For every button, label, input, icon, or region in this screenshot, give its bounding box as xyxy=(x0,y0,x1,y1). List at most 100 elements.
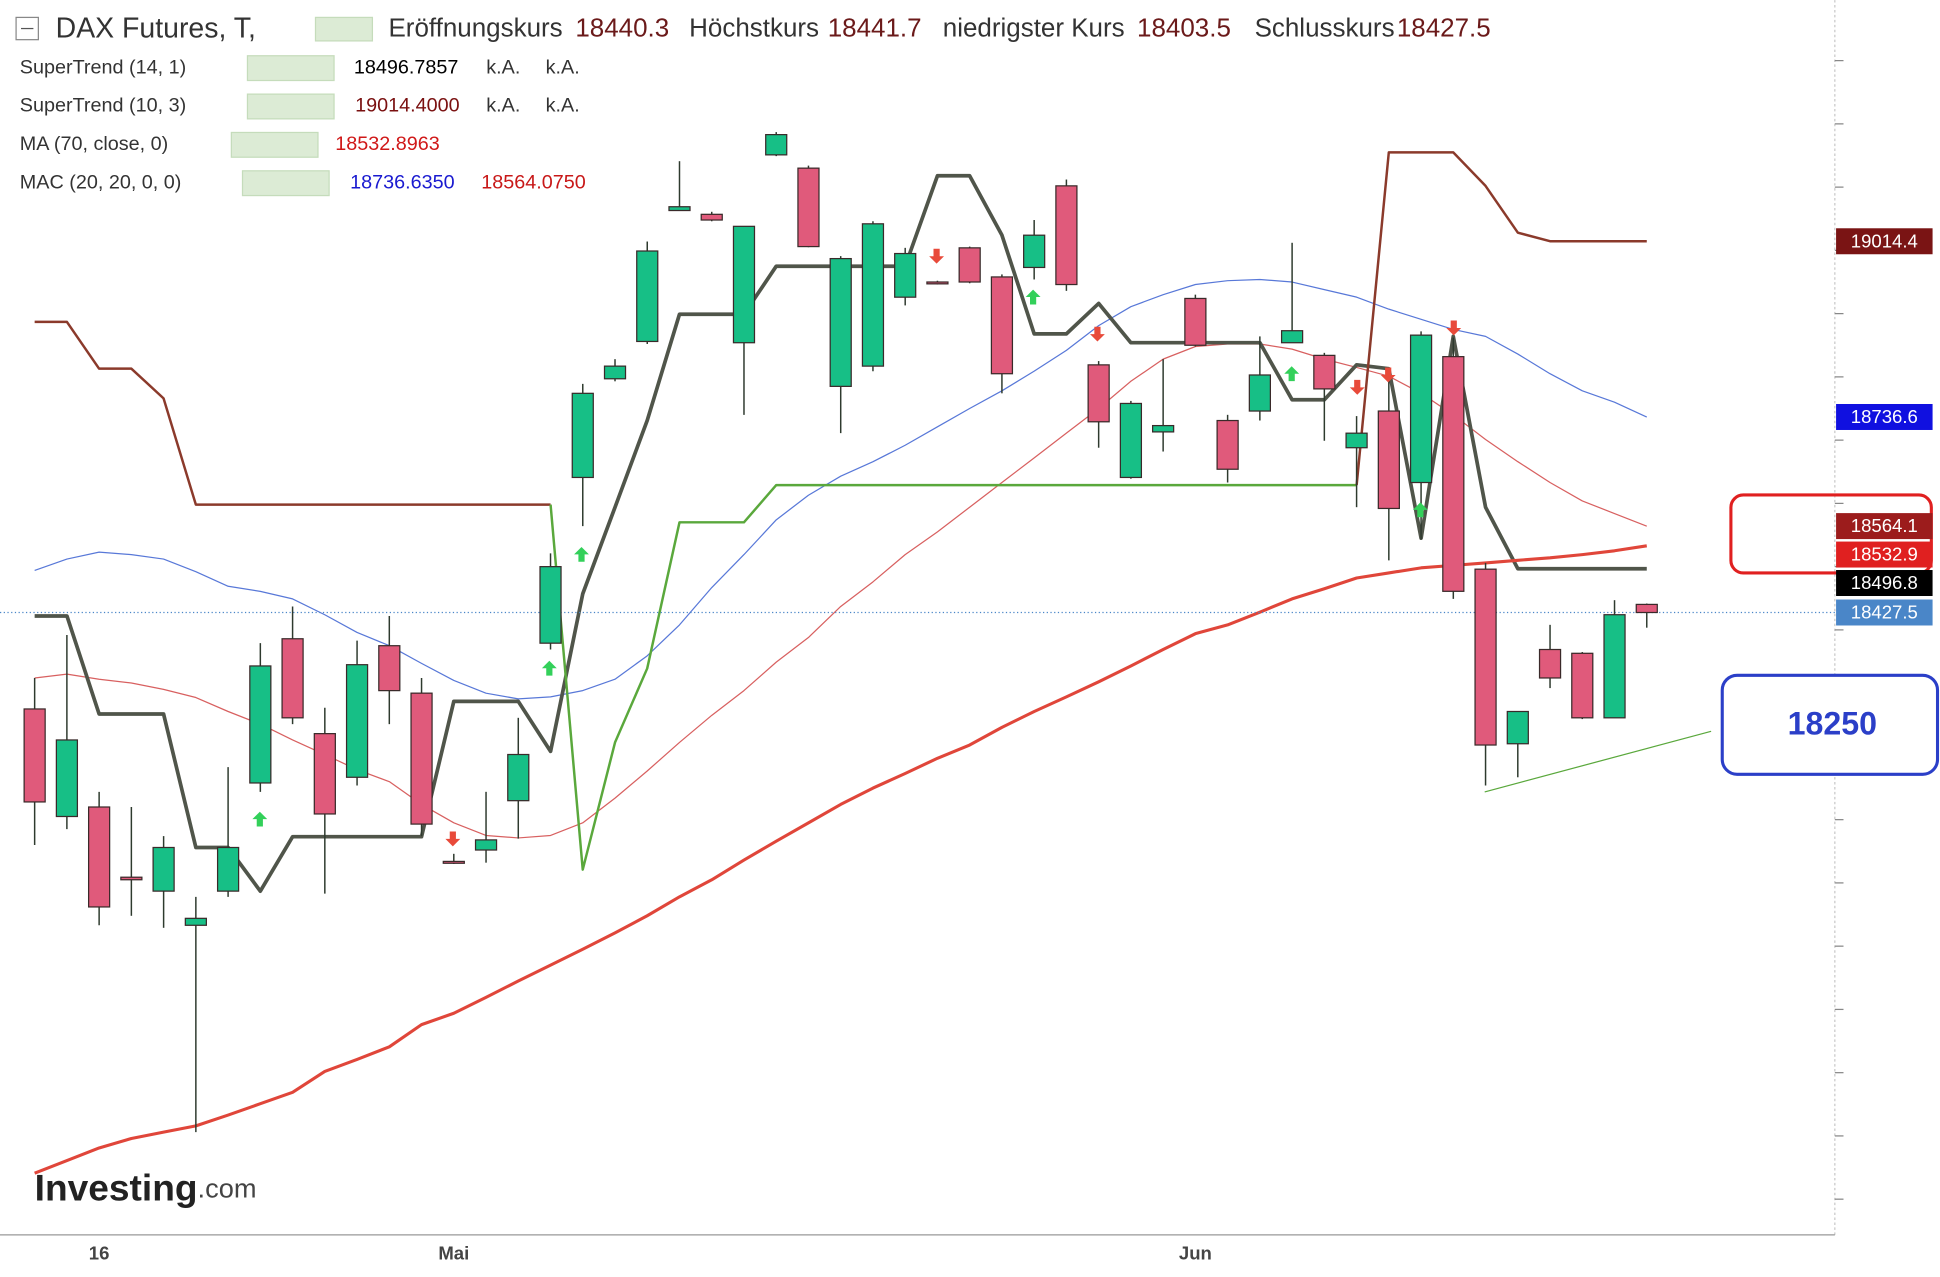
ohlc-label: Schlusskurs xyxy=(1255,13,1395,43)
candle-body xyxy=(1603,614,1626,719)
watermark: Investing.com xyxy=(35,1166,257,1208)
legend-icons[interactable] xyxy=(241,170,330,197)
price-label: 18427.5 xyxy=(1851,602,1918,623)
candle-body xyxy=(1087,364,1110,423)
chart-title: DAX Futures, T, xyxy=(56,12,256,44)
candle-body xyxy=(345,664,369,778)
price-label-bg xyxy=(1836,599,1933,626)
candle-body xyxy=(765,134,788,156)
candle-body xyxy=(442,860,465,864)
price-label-bg xyxy=(1836,541,1933,568)
candle-body xyxy=(378,645,401,692)
candle-body xyxy=(894,252,917,298)
candle-body xyxy=(313,733,336,815)
legend-name: MA (70, close, 0) xyxy=(20,133,168,155)
candle-body xyxy=(1409,334,1433,484)
candle-body xyxy=(1023,234,1046,269)
candle-body xyxy=(1442,356,1465,592)
price-label-bg xyxy=(1836,228,1933,255)
ohlc-label: Eröffnungskurs xyxy=(388,13,562,43)
legend-icons[interactable] xyxy=(246,93,335,120)
trend-line xyxy=(1484,730,1712,793)
candle-body xyxy=(1216,419,1239,470)
price-label: 18564.1 xyxy=(1851,515,1918,536)
x-tick-label: Mai xyxy=(438,1243,469,1264)
candle-body xyxy=(861,223,885,367)
legend-value: 18532.8963 xyxy=(335,133,440,155)
legend-value: 18496.7857 xyxy=(354,56,459,78)
candle-body xyxy=(1506,710,1529,745)
candle-body xyxy=(571,392,594,479)
mac-band xyxy=(34,343,1647,839)
legend-value: k.A. xyxy=(486,95,520,117)
candle-body xyxy=(1280,330,1304,344)
indicator-line xyxy=(1355,151,1647,486)
legend-name: SuperTrend (10, 3) xyxy=(20,95,186,117)
candle-body xyxy=(990,276,1014,375)
ohlc-value: 18427.5 xyxy=(1397,13,1491,43)
header-icons[interactable] xyxy=(314,16,374,42)
candle-body xyxy=(120,876,143,881)
candle-body xyxy=(23,708,46,803)
candle-body xyxy=(1538,648,1562,679)
indicator-line xyxy=(34,544,1648,1175)
candle-body xyxy=(668,206,691,212)
candle-body xyxy=(829,257,852,387)
candle-body xyxy=(1313,354,1336,390)
candle-body xyxy=(926,281,949,285)
candle-body xyxy=(152,846,175,892)
candle-body xyxy=(1571,652,1594,719)
candle-body xyxy=(87,806,111,908)
indicator-line xyxy=(34,320,551,506)
candle-body xyxy=(1055,185,1078,286)
candle-body xyxy=(1377,410,1400,510)
indicator-line xyxy=(549,483,1357,871)
legend-name: MAC (20, 20, 0, 0) xyxy=(20,171,182,193)
candle-body xyxy=(603,365,627,380)
price-label: 18736.6 xyxy=(1851,406,1918,427)
legend-value: 19014.4000 xyxy=(355,95,460,117)
ohlc-label: Höchstkurs xyxy=(689,13,819,43)
candle-body xyxy=(507,753,530,802)
ohlc-value: 18441.7 xyxy=(828,13,922,43)
legend-value: k.A. xyxy=(546,95,580,117)
candle-body xyxy=(1474,568,1497,746)
watermark-suffix: .com xyxy=(198,1172,257,1203)
legend-icons[interactable] xyxy=(230,131,319,158)
candle-body xyxy=(700,213,723,221)
candle-body xyxy=(1635,603,1658,614)
candle-body xyxy=(539,566,562,644)
legend-value: 18564.0750 xyxy=(481,171,586,193)
legend-value: 18736.6350 xyxy=(350,171,455,193)
candle-body xyxy=(732,225,756,344)
x-tick-label: 16 xyxy=(89,1243,110,1264)
price-label-bg xyxy=(1836,570,1933,597)
candle-body xyxy=(1184,297,1207,346)
price-label: 18532.9 xyxy=(1851,544,1918,565)
plot xyxy=(0,59,1844,1200)
x-tick-label: Jun xyxy=(1179,1243,1212,1264)
candle-body xyxy=(1151,424,1175,433)
ohlc-value: 18403.5 xyxy=(1137,13,1231,43)
price-label-bg xyxy=(1836,513,1933,540)
candle-body xyxy=(797,167,820,248)
legend-value: k.A. xyxy=(546,56,580,78)
legend-value: k.A. xyxy=(486,56,520,78)
ohlc-label: niedrigster Kurs xyxy=(943,13,1125,43)
candle-body xyxy=(1345,432,1368,449)
candle-body xyxy=(249,665,272,784)
candle-body xyxy=(216,846,240,892)
mac-band xyxy=(34,278,1648,700)
price-label: 19014.4 xyxy=(1851,230,1918,251)
legend-icons[interactable] xyxy=(246,55,335,82)
candle-body xyxy=(55,739,79,818)
price-label-bg xyxy=(1836,403,1933,430)
price-label: 18496.8 xyxy=(1851,572,1918,593)
ohlc-value: 18440.3 xyxy=(575,13,669,43)
annotation-box xyxy=(1720,673,1940,776)
annotation-text: 18250 xyxy=(1788,706,1877,742)
candle-body xyxy=(1248,374,1271,412)
candle-body xyxy=(410,692,433,825)
